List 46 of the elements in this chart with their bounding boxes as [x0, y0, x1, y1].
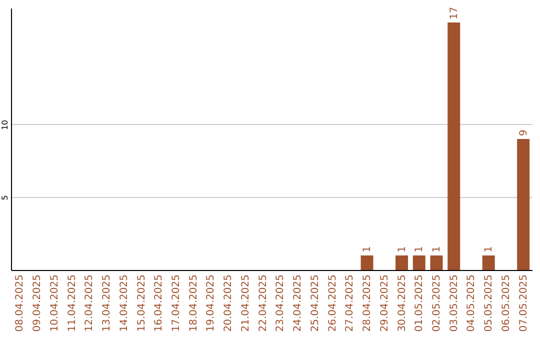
bar: [482, 255, 495, 270]
x-tick-label: 14.04.2025: [118, 274, 130, 332]
bar: [396, 255, 408, 270]
x-tick-label: 22.04.2025: [258, 274, 269, 332]
data-label: 1: [431, 246, 442, 252]
x-tick-label: 01.05.2025: [414, 274, 426, 332]
x-tick-label: 16.04.2025: [154, 274, 165, 332]
x-tick-label: 08.04.2025: [14, 274, 26, 332]
x-tick-label: 18.04.2025: [188, 274, 200, 332]
x-tick-label: 30.04.2025: [396, 274, 408, 332]
x-tick-label: 21.04.2025: [240, 274, 252, 332]
x-tick-label: 10.04.2025: [49, 274, 60, 332]
bar: [412, 255, 426, 270]
x-tick-label: 11.04.2025: [66, 274, 78, 332]
x-tick-label: 03.05.2025: [448, 274, 460, 332]
data-label: 17: [448, 6, 460, 20]
x-tick-label: 26.04.2025: [327, 274, 338, 332]
bar: [430, 255, 443, 270]
x-tick-label: 29.04.2025: [379, 274, 390, 332]
x-tick-label: 15.04.2025: [136, 274, 148, 332]
x-tick-label: 24.04.2025: [292, 274, 304, 332]
x-tick-label: 07.05.2025: [518, 274, 530, 332]
y-tick-label: 5: [0, 195, 10, 200]
bar: [360, 255, 374, 270]
x-tick-label: 19.04.2025: [206, 274, 217, 332]
bar: [448, 22, 460, 270]
x-tick-label: 12.04.2025: [84, 274, 96, 332]
x-tick-label: 13.04.2025: [102, 274, 113, 332]
data-label: 1: [414, 246, 426, 252]
data-label: 1: [484, 246, 495, 252]
x-tick-label: 20.04.2025: [223, 274, 234, 332]
data-label: 1: [396, 246, 408, 252]
x-tick-label: 05.05.2025: [484, 274, 495, 332]
x-tick-label: 25.04.2025: [310, 274, 321, 332]
x-tick-label: 28.04.2025: [362, 274, 374, 332]
x-tick-label: 23.04.2025: [275, 274, 286, 332]
data-label: 9: [518, 130, 530, 136]
x-tick-label: 02.05.2025: [431, 274, 442, 332]
x-tick-label: 06.05.2025: [500, 274, 512, 332]
x-tick-label: 04.05.2025: [466, 274, 478, 332]
bar: [517, 139, 530, 270]
x-tick-label: 17.04.2025: [170, 274, 182, 332]
y-tick-label: 10: [0, 120, 10, 130]
data-label: 1: [362, 246, 374, 252]
x-tick-label: 09.04.2025: [32, 274, 44, 332]
x-tick-label: 27.04.2025: [344, 274, 356, 332]
